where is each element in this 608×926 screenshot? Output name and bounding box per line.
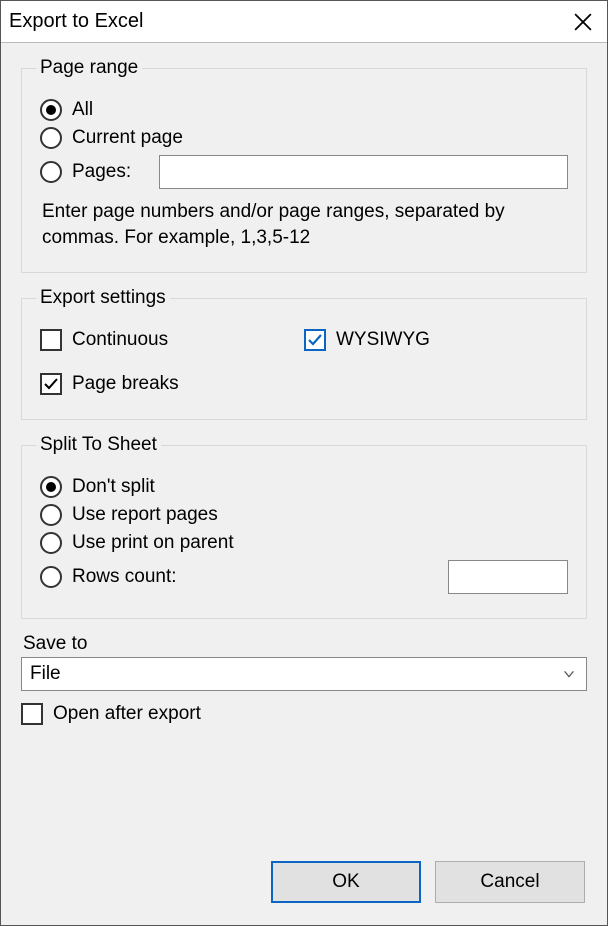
page-breaks-row[interactable]: Page breaks (40, 373, 304, 395)
radio-pages-row[interactable]: Pages: (40, 155, 568, 189)
split-to-sheet-legend: Split To Sheet (36, 434, 161, 456)
page-range-group: Page range All Current page Pages: Enter… (21, 57, 587, 273)
radio-dont-split-row[interactable]: Don't split (40, 476, 568, 498)
radio-pages[interactable] (40, 161, 62, 183)
cancel-button[interactable]: Cancel (435, 861, 585, 903)
continuous-label: Continuous (72, 329, 168, 351)
radio-current-label: Current page (72, 127, 183, 149)
close-icon (574, 13, 592, 31)
continuous-row[interactable]: Continuous (40, 329, 304, 351)
save-to-value: File (30, 663, 61, 685)
radio-rows-count[interactable] (40, 566, 62, 588)
pages-input[interactable] (159, 155, 568, 189)
radio-pages-label: Pages: (72, 161, 131, 183)
close-button[interactable] (559, 1, 607, 43)
cancel-button-label: Cancel (480, 871, 539, 893)
open-after-checkbox[interactable] (21, 703, 43, 725)
radio-report-pages-label: Use report pages (72, 504, 218, 526)
save-to-combo[interactable]: File (21, 657, 587, 691)
export-settings-legend: Export settings (36, 287, 170, 309)
radio-dont-split[interactable] (40, 476, 62, 498)
radio-rows-count-label: Rows count: (72, 566, 177, 588)
titlebar: Export to Excel (1, 1, 607, 43)
wysiwyg-checkbox[interactable] (304, 329, 326, 351)
dialog-footer: OK Cancel (1, 847, 607, 925)
radio-current-page[interactable] (40, 127, 62, 149)
page-range-legend: Page range (36, 57, 142, 79)
split-to-sheet-group: Split To Sheet Don't split Use report pa… (21, 434, 587, 619)
ok-button[interactable]: OK (271, 861, 421, 903)
radio-report-pages[interactable] (40, 504, 62, 526)
page-range-hint: Enter page numbers and/or page ranges, s… (42, 199, 566, 250)
radio-all[interactable] (40, 99, 62, 121)
page-breaks-checkbox[interactable] (40, 373, 62, 395)
radio-print-parent[interactable] (40, 532, 62, 554)
export-settings-group: Export settings Continuous WYSIWYG (21, 287, 587, 420)
radio-all-row[interactable]: All (40, 99, 568, 121)
open-after-row[interactable]: Open after export (21, 703, 587, 725)
radio-all-label: All (72, 99, 93, 121)
open-after-label: Open after export (53, 703, 201, 725)
dialog-content: Page range All Current page Pages: Enter… (1, 43, 607, 847)
radio-print-parent-row[interactable]: Use print on parent (40, 532, 568, 554)
dialog-title: Export to Excel (9, 10, 144, 33)
wysiwyg-row[interactable]: WYSIWYG (304, 329, 568, 351)
radio-current-row[interactable]: Current page (40, 127, 568, 149)
save-to-label: Save to (21, 633, 587, 655)
export-excel-dialog: Export to Excel Page range All Current p… (0, 0, 608, 926)
page-breaks-label: Page breaks (72, 373, 179, 395)
radio-dont-split-label: Don't split (72, 476, 155, 498)
chevron-down-icon (562, 667, 576, 681)
radio-report-pages-row[interactable]: Use report pages (40, 504, 568, 526)
radio-print-parent-label: Use print on parent (72, 532, 234, 554)
continuous-checkbox[interactable] (40, 329, 62, 351)
radio-rows-count-row[interactable]: Rows count: (40, 560, 568, 594)
rows-count-input[interactable] (448, 560, 568, 594)
ok-button-label: OK (332, 871, 359, 893)
save-to-block: Save to File (21, 633, 587, 691)
wysiwyg-label: WYSIWYG (336, 329, 430, 351)
